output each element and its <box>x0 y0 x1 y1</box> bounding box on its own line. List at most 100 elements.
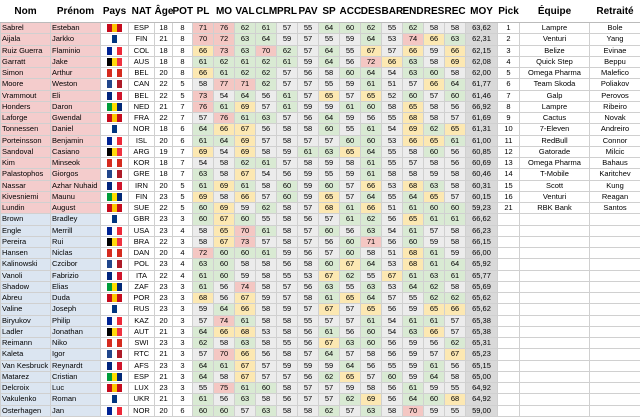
cell: 61 <box>423 258 445 271</box>
cell: 57 <box>297 381 319 395</box>
empty-cell <box>497 370 520 384</box>
cell: 57 <box>297 224 319 237</box>
cell: 74 <box>402 33 424 46</box>
cell: IRN <box>128 179 155 192</box>
cell: 65 <box>423 134 445 147</box>
cell: 62 <box>234 156 256 170</box>
cell: 61 <box>318 291 340 305</box>
column-header: END <box>402 0 424 23</box>
cell: 57 <box>444 314 466 327</box>
cell: 61 <box>360 78 382 91</box>
name-cell: Porteinsson <box>0 134 51 147</box>
cell: 58 <box>255 145 277 159</box>
cell: 59 <box>297 190 319 204</box>
cell: 63 <box>318 280 340 294</box>
name-cell: Kim <box>0 156 51 170</box>
column-header: PAV <box>297 0 319 23</box>
cell: 21 <box>497 201 520 215</box>
cell: 58 <box>192 78 214 91</box>
empty-cell <box>519 381 590 395</box>
cell: 53 <box>381 280 403 294</box>
flag-icon <box>106 215 123 224</box>
cell: 64 <box>318 111 340 125</box>
cell: 60 <box>318 123 340 136</box>
cell: 58 <box>444 280 466 294</box>
cell: 64 <box>402 190 424 204</box>
cell: 57 <box>339 190 361 204</box>
empty-cell <box>589 235 640 249</box>
cell: 64 <box>444 258 466 271</box>
cell: 60 <box>234 213 256 226</box>
cell: 23 <box>154 381 173 395</box>
name-cell: Daron <box>50 100 101 114</box>
cell: 66 <box>213 123 235 136</box>
cell: 58 <box>276 224 298 237</box>
name-cell: Valine <box>0 303 51 316</box>
empty-cell <box>519 325 590 339</box>
cell: 55 <box>381 156 403 170</box>
cell: 20 <box>154 246 173 260</box>
cell: 13 <box>497 156 520 170</box>
name-cell: Eli <box>50 89 101 102</box>
cell: 65 <box>360 303 382 316</box>
cell: 21 <box>154 33 173 46</box>
cell: 55 <box>318 33 340 46</box>
cell: 62 <box>339 393 361 406</box>
name-cell: Azhar Nuhaid <box>50 179 101 192</box>
cell: 16 <box>497 190 520 204</box>
cell: 54 <box>381 123 403 136</box>
cell: 66 <box>360 179 382 192</box>
cell: 65 <box>339 370 361 384</box>
cell: 62 <box>234 21 256 35</box>
cell: Karitchev <box>589 168 640 181</box>
cell: Bahaus <box>589 156 640 170</box>
cell: 61 <box>192 179 214 192</box>
cell: 60 <box>423 393 445 406</box>
flag-cell <box>100 246 129 260</box>
cell: NED <box>128 100 155 114</box>
cell: 57 <box>339 89 361 102</box>
cell: 58 <box>444 66 466 80</box>
cell: 66,23 <box>465 224 498 237</box>
cell: 53 <box>381 134 403 147</box>
cell: 61 <box>402 224 424 237</box>
cell: RUS <box>128 303 155 316</box>
cell: 60 <box>444 89 466 102</box>
name-cell: Niclas <box>50 246 101 260</box>
cell: 66 <box>423 33 445 46</box>
empty-cell <box>497 325 520 339</box>
player-row: Sandoval Casiano ARG 19 7 69 54 69 58 59 61 63 65 64 5… <box>0 145 640 159</box>
flag-icon <box>106 102 123 111</box>
cell: 23 <box>154 213 173 226</box>
cell: 61 <box>255 156 277 170</box>
cell: 59 <box>276 303 298 316</box>
cell: 64 <box>339 359 361 372</box>
cell: 56 <box>360 111 382 125</box>
cell: 61 <box>234 111 256 125</box>
cell: 21 <box>154 393 173 406</box>
cell: 3 <box>172 381 193 395</box>
cell: 3 <box>172 314 193 327</box>
cell: 76 <box>213 111 235 125</box>
cell: RTC <box>128 348 155 361</box>
cell: UKR <box>128 393 155 406</box>
cell: 69 <box>234 134 256 147</box>
cell: 59 <box>423 235 445 249</box>
cell: 60 <box>276 179 298 192</box>
cell: 64 <box>360 145 382 159</box>
cell: 66 <box>234 348 256 361</box>
cell: 64 <box>360 33 382 46</box>
name-cell: Palastophos <box>0 168 51 181</box>
cell: 58 <box>276 235 298 249</box>
empty-cell <box>589 325 640 339</box>
cell: 62 <box>276 44 298 57</box>
cell: 61 <box>339 100 361 114</box>
cell: 64 <box>234 89 256 102</box>
flag-icon <box>106 170 123 179</box>
cell: 65,69 <box>465 280 498 294</box>
empty-cell <box>519 359 590 372</box>
cell: 56 <box>297 280 319 294</box>
cell: 55 <box>339 44 361 57</box>
cell: 62,00 <box>465 66 498 80</box>
cell: 64 <box>360 66 382 80</box>
